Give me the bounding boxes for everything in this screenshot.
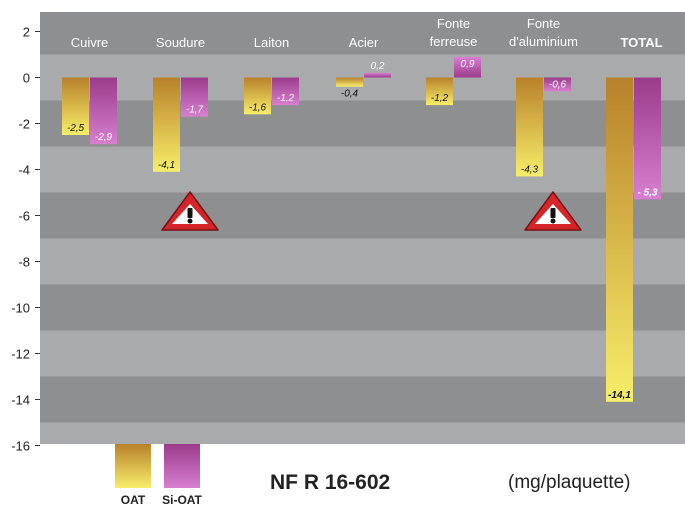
y-tick-label: -16: [11, 439, 30, 454]
y-tick-label: 2: [23, 25, 30, 40]
value-label-oat: -14,1: [608, 390, 631, 401]
category-label: Fonte: [437, 16, 470, 31]
legend-label-oat: OAT: [121, 493, 146, 507]
category-label: ferreuse: [430, 34, 478, 49]
grid-band: [40, 284, 685, 331]
category-label: Laiton: [254, 35, 289, 50]
value-label-oat: -0,4: [341, 89, 359, 100]
category-label: Soudure: [156, 35, 205, 50]
y-axis: 2 0 -2 -4 -6 -8 -10 -12 -14 -16: [11, 25, 40, 454]
category-label: Acier: [349, 35, 379, 50]
plot-background: [40, 12, 685, 444]
bar-si-oat: [544, 77, 571, 92]
y-tick-label: -8: [18, 255, 30, 270]
value-label-si-oat: -2,9: [95, 132, 113, 143]
value-label-si-oat: -1,7: [186, 105, 204, 116]
bars: -2,5 -2,9 -4,1 -1,7 -1,6 -1,2 -0,4 0,2 -1,2 0,9 -4…: [62, 56, 661, 402]
norm-label: NF R 16-602: [270, 471, 390, 494]
bar-oat: [606, 77, 633, 402]
bar-si-oat: [364, 72, 391, 78]
value-label-si-oat: - 5,3: [637, 187, 657, 198]
bar-si-oat: [181, 77, 208, 117]
grid-band: [40, 100, 685, 147]
y-tick-label: -12: [11, 347, 30, 362]
value-label-si-oat: 0,9: [461, 59, 475, 70]
legend: OAT Si-OAT: [115, 444, 203, 507]
grid-band: [40, 330, 685, 377]
y-tick-label: -14: [11, 393, 30, 408]
grid-band: [40, 192, 685, 239]
grid-band: [40, 238, 685, 285]
category-label: TOTAL: [620, 35, 662, 50]
y-tick-label: 0: [23, 71, 30, 86]
grid-band: [40, 422, 685, 444]
bar-si-oat: [454, 56, 481, 78]
grid-band: [40, 146, 685, 193]
value-label-si-oat: -1,2: [277, 93, 295, 104]
y-tick-label: -2: [18, 117, 30, 132]
bar-oat: [516, 77, 543, 177]
warnings: [161, 191, 582, 231]
bar-oat: [244, 77, 271, 115]
bar-si-oat: [272, 77, 299, 106]
bar-oat: [62, 77, 89, 135]
grid-band: [40, 376, 685, 423]
y-tick-label: -6: [18, 209, 30, 224]
category-label: Cuivre: [71, 35, 109, 50]
bar-si-oat: [90, 77, 117, 145]
value-label-si-oat: -0,6: [549, 79, 567, 90]
value-label-si-oat: 0,2: [371, 61, 385, 72]
value-label-oat: -2,5: [67, 123, 85, 134]
y-tick-label: -4: [18, 163, 30, 178]
warning-icon: [161, 191, 219, 231]
value-label-oat: -4,1: [158, 160, 175, 171]
legend-swatch-si-oat: [164, 444, 200, 488]
bar-oat: [153, 77, 180, 172]
value-label-oat: -1,2: [431, 93, 449, 104]
unit-label: (mg/plaquette): [508, 472, 631, 493]
bar-oat: [336, 77, 363, 87]
bar-si-oat: [634, 77, 661, 200]
bar-oat: [426, 77, 453, 106]
category-labels: Cuivre Soudure Laiton Acier Fonte ferreuse Fon…: [71, 16, 663, 50]
category-label: d'aluminium: [509, 34, 578, 49]
value-label-oat: -1,6: [249, 102, 267, 113]
value-label-oat: -4,3: [521, 164, 539, 175]
grid-band: [40, 12, 685, 55]
category-label: Fonte: [527, 16, 560, 31]
legend-label-si-oat: Si-OAT: [162, 493, 202, 507]
warning-icon: [524, 191, 582, 231]
legend-swatch-oat: [115, 444, 151, 488]
y-tick-label: -10: [11, 301, 30, 316]
